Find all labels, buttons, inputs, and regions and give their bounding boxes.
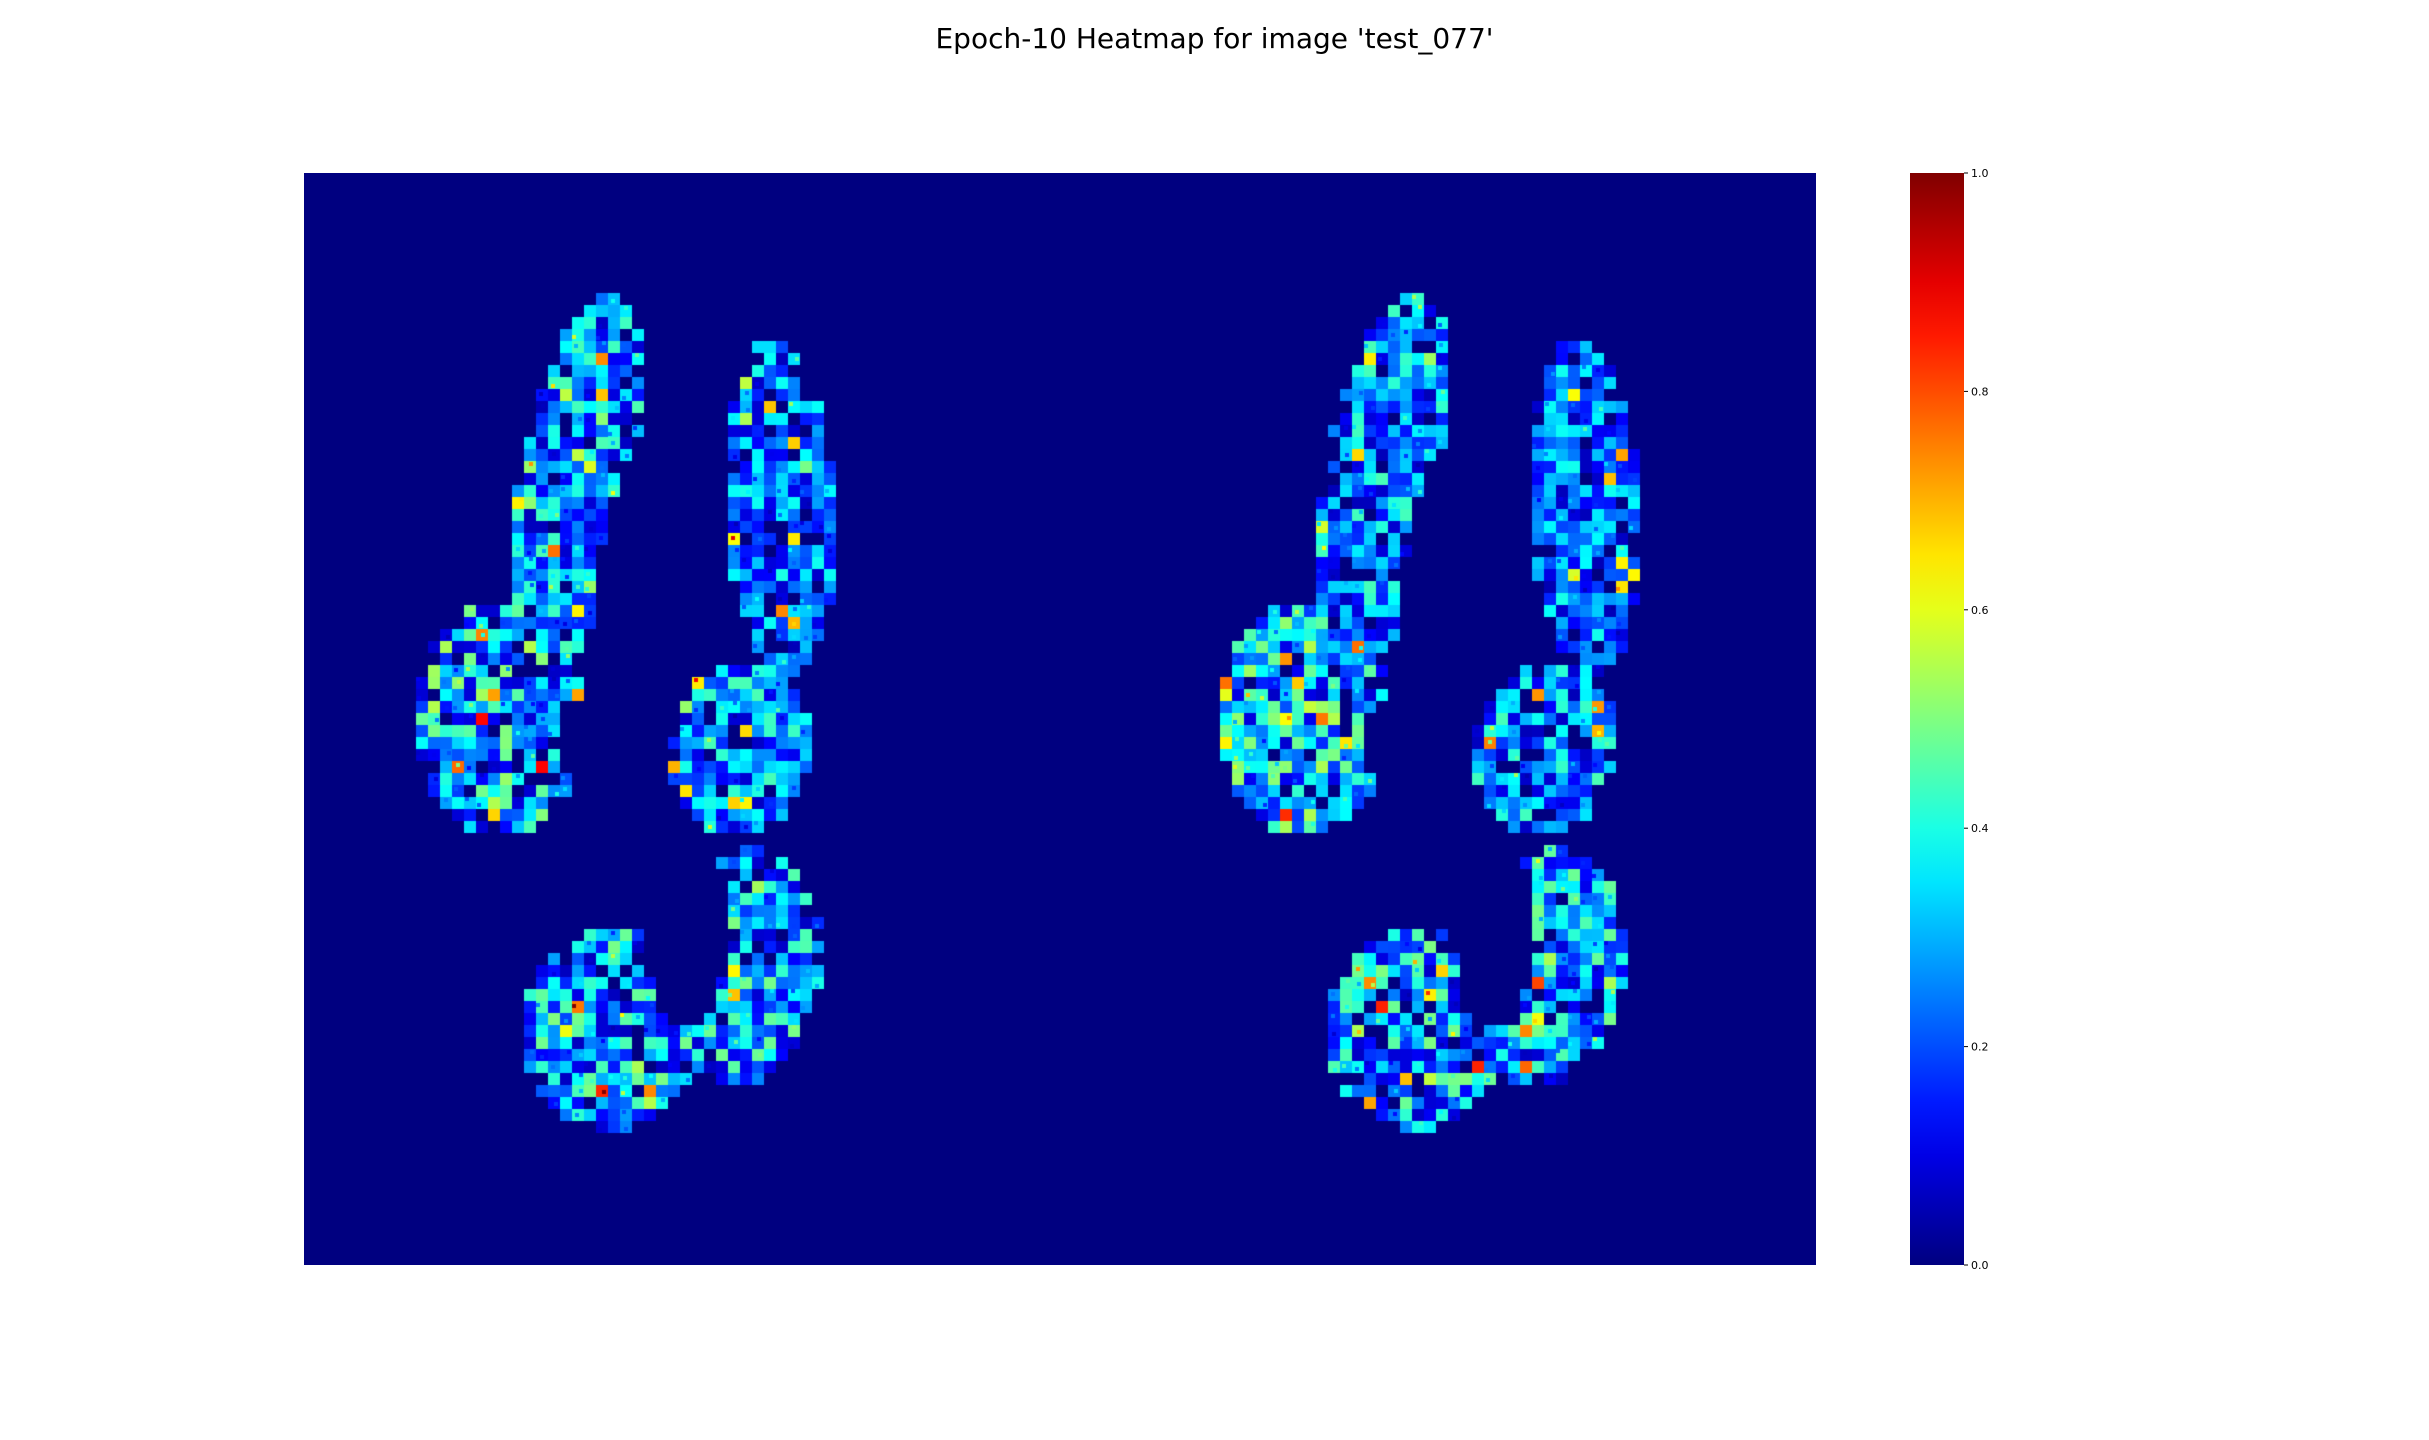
heatmap-cell-layer — [304, 173, 1816, 1265]
colorbar-tick-label: 0.4 — [1971, 822, 1989, 835]
colorbar-tick-label: 0.8 — [1971, 385, 1989, 398]
heatmap-plot — [304, 173, 1816, 1265]
colorbar-tick-label: 0.6 — [1971, 604, 1989, 617]
colorbar: 0.0 0.2 0.4 0.6 0.8 1.0 — [1910, 167, 2030, 1272]
colorbar-gradient — [1910, 173, 1964, 1265]
colorbar-ticks: 0.0 0.2 0.4 0.6 0.8 1.0 — [1964, 167, 1989, 1272]
colorbar-tick-label: 0.2 — [1971, 1041, 1989, 1054]
colorbar-tick-label: 0.0 — [1971, 1259, 1989, 1272]
colorbar-svg: 0.0 0.2 0.4 0.6 0.8 1.0 — [1910, 167, 1989, 1272]
figure-title: Epoch-10 Heatmap for image 'test_077' — [935, 22, 1494, 55]
colorbar-tick-label: 1.0 — [1971, 167, 1989, 180]
heatmap-image — [304, 173, 1816, 1265]
